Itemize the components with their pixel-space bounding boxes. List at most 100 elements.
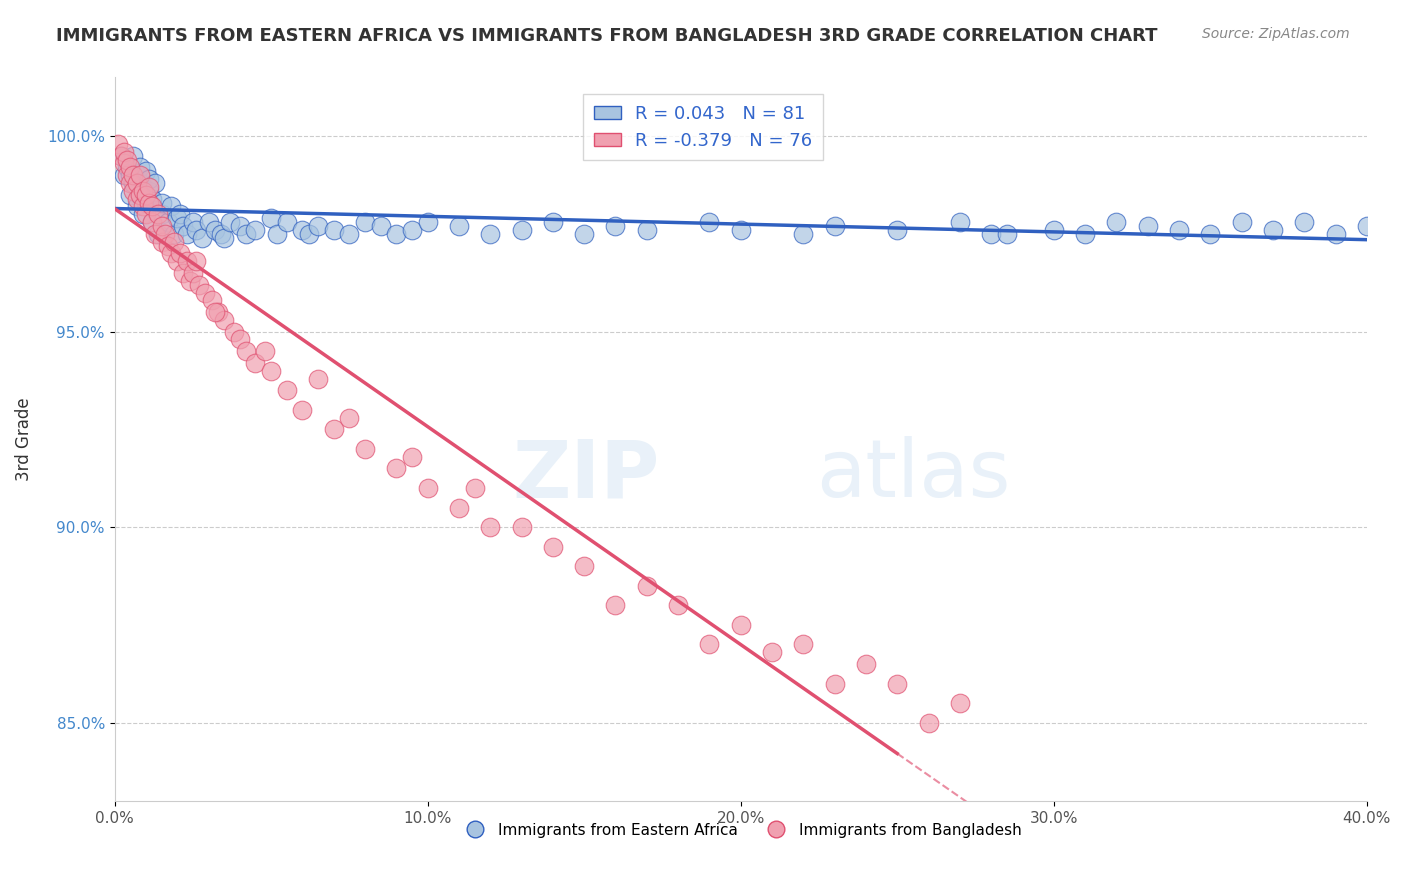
Point (112, 156, 135, 170)
Point (148, 207, 170, 221)
Point (107, 136, 129, 151)
Point (1136, 219, 1159, 233)
Point (416, 215, 439, 229)
Point (307, 219, 329, 233)
Legend: Immigrants from Eastern Africa, Immigrants from Bangladesh: Immigrants from Eastern Africa, Immigran… (454, 817, 1028, 844)
Point (141, 215, 163, 229)
Point (792, 227, 814, 241)
Point (160, 199, 183, 213)
Point (824, 676, 846, 690)
Point (307, 371, 329, 385)
Point (191, 231, 214, 245)
Point (253, 344, 276, 359)
Point (115, 161, 138, 175)
Point (479, 520, 502, 534)
Point (115, 168, 138, 182)
Point (141, 199, 163, 213)
Point (447, 219, 470, 233)
Point (169, 207, 191, 221)
Point (1199, 227, 1222, 241)
Point (949, 215, 972, 229)
Point (572, 227, 595, 241)
Point (112, 168, 135, 182)
Point (1294, 215, 1316, 229)
Point (188, 277, 211, 292)
Point (245, 356, 267, 370)
Point (730, 618, 752, 632)
Point (291, 402, 314, 417)
Point (260, 211, 283, 226)
Point (166, 254, 188, 268)
Y-axis label: 3rd Grade: 3rd Grade (15, 397, 32, 481)
Point (163, 235, 186, 249)
Point (464, 481, 486, 495)
Point (115, 153, 138, 167)
Point (125, 192, 148, 206)
Point (229, 219, 252, 233)
Point (122, 176, 145, 190)
Point (1324, 227, 1347, 241)
Point (128, 168, 150, 182)
Point (120, 161, 142, 175)
Point (128, 161, 150, 175)
Point (339, 410, 361, 425)
Point (212, 231, 235, 245)
Point (245, 223, 267, 237)
Point (132, 184, 155, 198)
Point (276, 384, 298, 398)
Point (219, 215, 242, 229)
Point (184, 223, 207, 237)
Text: ZIP: ZIP (512, 436, 659, 515)
Point (212, 313, 235, 327)
Point (339, 227, 361, 241)
Point (194, 285, 217, 300)
Point (181, 215, 204, 229)
Point (138, 180, 160, 194)
Point (1105, 215, 1128, 229)
Point (730, 223, 752, 237)
Point (222, 325, 245, 339)
Point (172, 219, 194, 233)
Point (541, 215, 564, 229)
Point (1042, 223, 1064, 237)
Point (572, 559, 595, 574)
Point (125, 168, 148, 182)
Point (169, 246, 191, 260)
Point (150, 235, 173, 249)
Point (416, 481, 439, 495)
Point (135, 195, 157, 210)
Point (917, 715, 939, 730)
Point (385, 461, 408, 475)
Point (110, 148, 132, 162)
Point (510, 520, 533, 534)
Point (166, 211, 188, 226)
Point (112, 145, 135, 159)
Point (886, 223, 908, 237)
Point (636, 223, 658, 237)
Point (266, 227, 288, 241)
Point (354, 215, 377, 229)
Point (824, 219, 846, 233)
Point (184, 254, 207, 268)
Point (276, 215, 298, 229)
Point (110, 148, 132, 162)
Point (949, 696, 972, 710)
Point (122, 148, 145, 162)
Point (120, 168, 142, 182)
Point (401, 223, 423, 237)
Point (235, 227, 257, 241)
Point (1355, 219, 1378, 233)
Point (322, 422, 344, 436)
Point (138, 195, 160, 210)
Point (201, 293, 224, 308)
Point (605, 599, 627, 613)
Point (385, 227, 408, 241)
Point (886, 676, 908, 690)
Point (699, 637, 721, 651)
Point (141, 215, 163, 229)
Point (204, 305, 226, 319)
Point (1230, 215, 1253, 229)
Point (197, 215, 219, 229)
Point (980, 227, 1002, 241)
Point (143, 203, 166, 218)
